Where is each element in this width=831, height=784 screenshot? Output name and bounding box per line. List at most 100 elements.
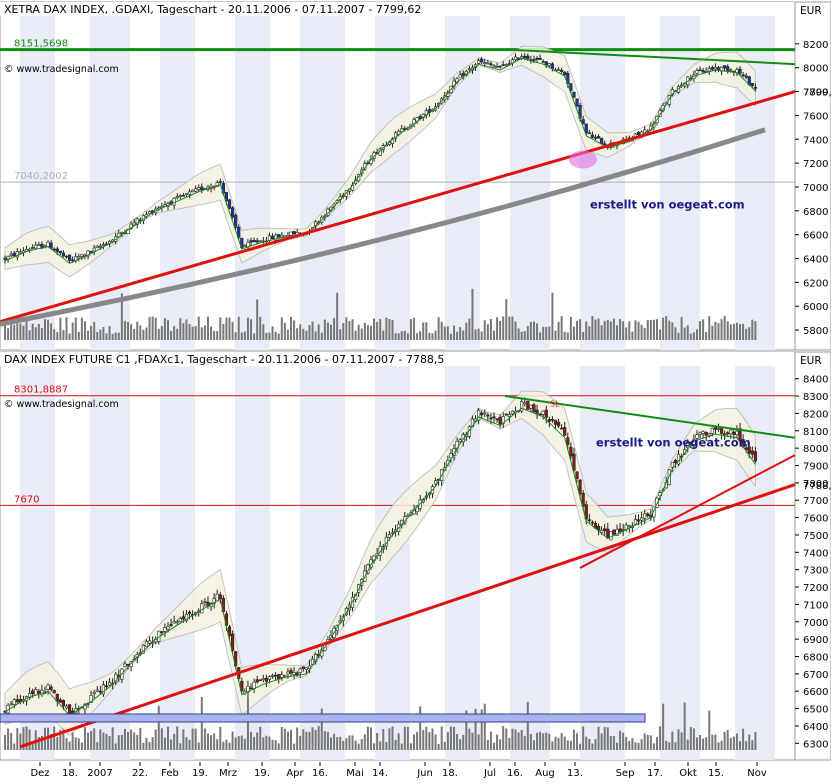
volume-bar — [394, 333, 397, 340]
volume-bar — [34, 327, 37, 340]
volume-bar — [625, 736, 628, 750]
candle-body — [729, 69, 733, 72]
volume-bar — [90, 730, 93, 750]
volume-bar — [400, 331, 403, 340]
volume-bar — [751, 319, 754, 340]
volume-bar — [437, 317, 440, 340]
volume-bar — [13, 743, 16, 750]
volume-bar — [514, 729, 517, 750]
volume-bar — [603, 320, 606, 340]
y-tick-label: 7800 — [803, 88, 828, 99]
x-tick-label: 19. — [254, 768, 270, 779]
candle-body — [237, 226, 241, 238]
volume-bar — [542, 733, 545, 750]
candle-body — [280, 674, 284, 678]
volume-bar — [339, 736, 342, 750]
volume-bar — [50, 323, 53, 340]
volume-bar — [609, 736, 612, 750]
candle-body — [526, 400, 530, 410]
volume-bar — [127, 732, 130, 750]
volume-bar — [50, 733, 53, 750]
volume-bar — [160, 326, 163, 340]
candle-body — [144, 641, 149, 647]
volume-bar — [683, 327, 686, 340]
volume-bar — [188, 324, 191, 340]
volume-bar — [489, 318, 492, 340]
volume-bar — [391, 319, 394, 340]
candle-body — [243, 245, 247, 247]
volume-bar — [99, 729, 102, 750]
volume-bar — [182, 729, 185, 750]
candle-body — [89, 695, 93, 703]
candle-body — [194, 188, 198, 192]
volume-bar — [237, 316, 240, 340]
volume-bar — [453, 325, 456, 340]
volume-bar — [185, 737, 188, 750]
volume-bar — [145, 327, 148, 340]
candle-body — [609, 531, 613, 541]
volume-bar — [176, 726, 179, 750]
candle-body — [49, 686, 53, 690]
candle-body — [686, 442, 690, 448]
volume-bar — [302, 729, 305, 750]
volume-bar — [366, 726, 369, 750]
candle-body — [292, 672, 296, 675]
y-tick-label: 6400 — [803, 722, 828, 733]
volume-bar — [572, 326, 575, 340]
volume-bar — [10, 321, 13, 340]
candle-body — [255, 679, 259, 683]
candle-body — [387, 534, 392, 538]
month-band — [235, 16, 270, 350]
candle-body — [673, 460, 678, 464]
candle-body — [120, 232, 124, 234]
volume-bar — [290, 316, 293, 340]
candle-body — [258, 679, 262, 682]
candle-body — [710, 428, 714, 434]
volume-bar — [102, 327, 105, 340]
volume-bar — [508, 316, 511, 340]
volume-bar — [665, 316, 668, 340]
candle-body — [249, 687, 253, 690]
candle-body — [274, 674, 278, 677]
volume-bar — [163, 737, 166, 750]
candle-body — [92, 247, 96, 252]
volume-bar — [459, 327, 462, 340]
volume-bar — [702, 738, 705, 750]
candle-body — [747, 446, 751, 454]
volume-bar — [729, 324, 732, 340]
volume-bar — [471, 732, 474, 750]
volume-bar — [219, 726, 222, 750]
currency-label: EUR — [800, 355, 822, 367]
volume-bar — [600, 733, 603, 750]
candle-body — [175, 196, 179, 198]
volume-bar — [616, 742, 619, 750]
candle-body — [31, 690, 35, 695]
volume-bar — [545, 326, 548, 340]
candle-body — [744, 75, 748, 78]
volume-bar — [692, 728, 695, 750]
candle-body — [495, 418, 499, 421]
volume-bar — [714, 321, 717, 340]
volume-bar — [320, 708, 323, 750]
candle-body — [498, 65, 502, 68]
volume-bar — [87, 330, 90, 340]
volume-bar — [674, 742, 677, 750]
volume-bar — [566, 740, 569, 750]
volume-bar — [400, 743, 403, 750]
candle-body — [572, 453, 576, 471]
volume-bar — [373, 318, 376, 340]
candle-body — [15, 699, 19, 703]
volume-bar — [170, 330, 173, 340]
candle-body — [80, 254, 84, 257]
candle-body — [258, 240, 262, 242]
candle-body — [353, 179, 358, 184]
volume-bar — [22, 325, 25, 340]
candle-body — [166, 626, 170, 630]
candle-body — [753, 87, 757, 89]
volume-bar — [505, 728, 508, 750]
volume-bar — [726, 321, 729, 340]
y-tick-label: 6600 — [803, 687, 828, 698]
current-value-label: 7799, — [803, 88, 831, 99]
volume-bar — [539, 332, 542, 340]
candle-body — [501, 64, 505, 66]
